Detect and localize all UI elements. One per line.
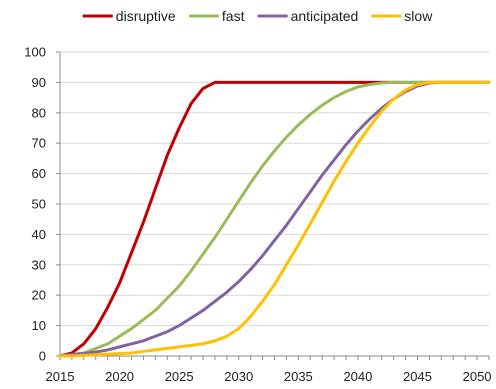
legend-label: disruptive <box>116 8 176 24</box>
x-axis-tick-labels: 2015 2020 2025 2030 2035 2040 2045 2050 <box>46 369 492 384</box>
x-tick-label: 2030 <box>224 369 253 384</box>
series-line-slow <box>58 80 491 358</box>
y-tick-label: 50 <box>32 197 46 212</box>
y-axis-tick-labels: 0 10 20 30 40 50 60 70 80 90 100 <box>24 45 46 364</box>
x-tick-label: 2050 <box>463 369 492 384</box>
x-tick-label: 2025 <box>165 369 194 384</box>
y-tick-label: 0 <box>39 349 46 364</box>
y-tick-label: 40 <box>32 227 46 242</box>
y-tick-label: 20 <box>32 288 46 303</box>
y-tick-label: 70 <box>32 136 46 151</box>
legend-item-slow: slow <box>371 8 433 24</box>
x-tick-label: 2015 <box>46 369 75 384</box>
series-line-fast <box>58 80 491 358</box>
x-tick-label: 2045 <box>403 369 432 384</box>
y-tick-label: 10 <box>32 318 46 333</box>
legend-label: slow <box>404 8 433 24</box>
series-line-disruptive <box>58 80 491 358</box>
legend-label: anticipated <box>291 8 359 24</box>
legend: disruptive fast anticipated slow <box>82 8 433 24</box>
axes <box>56 51 490 360</box>
y-tick-label: 30 <box>32 257 46 272</box>
series-line-anticipated <box>58 80 491 358</box>
legend-item-anticipated: anticipated <box>257 8 359 24</box>
x-tick-label: 2040 <box>343 369 372 384</box>
legend-label: fast <box>222 8 245 24</box>
y-tick-label: 60 <box>32 166 46 181</box>
legend-item-fast: fast <box>188 8 245 24</box>
y-tick-label: 90 <box>32 75 46 90</box>
y-tick-label: 80 <box>32 105 46 120</box>
y-tick-label: 100 <box>24 45 46 60</box>
series-lines <box>58 80 491 358</box>
legend-item-disruptive: disruptive <box>82 8 176 24</box>
x-tick-label: 2035 <box>284 369 313 384</box>
x-tick-label: 2020 <box>105 369 134 384</box>
